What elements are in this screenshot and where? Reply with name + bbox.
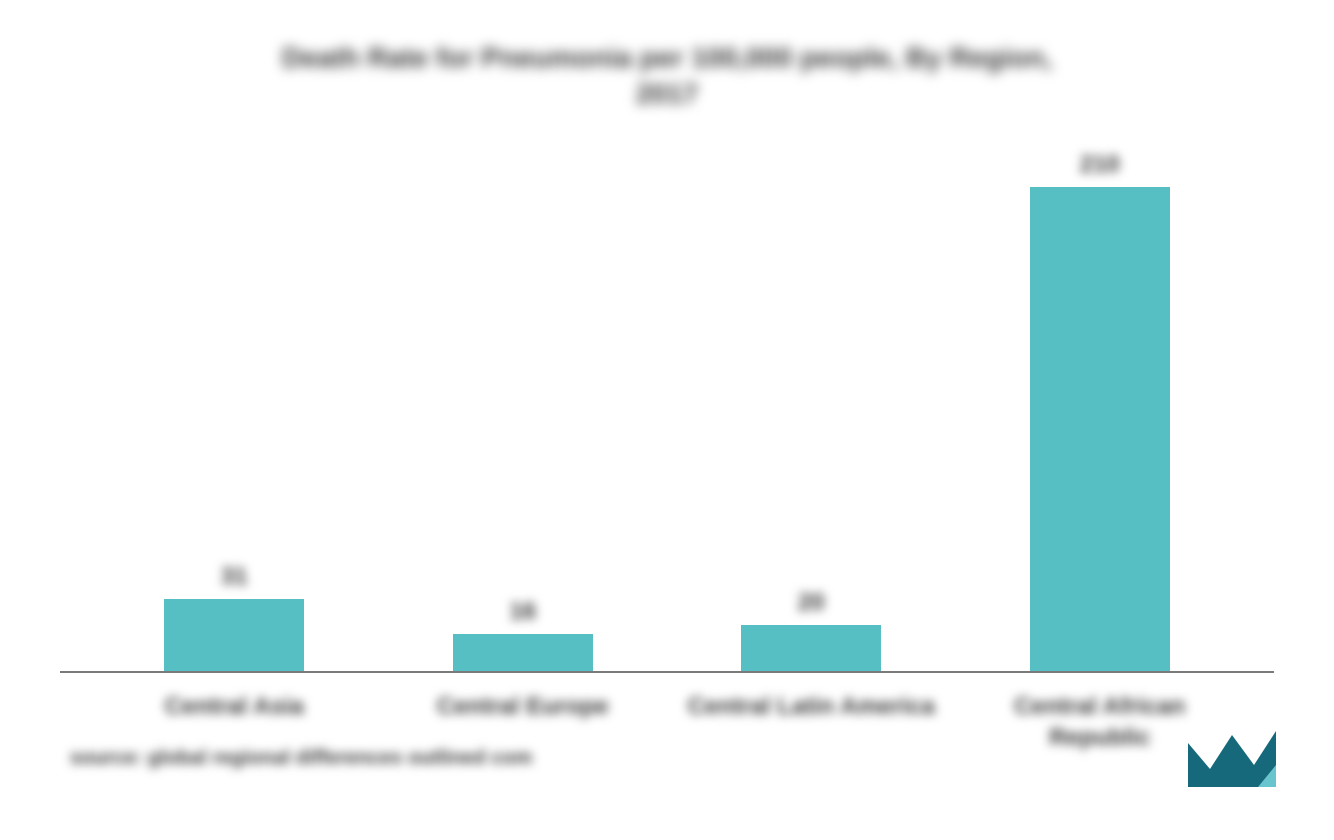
x-axis-label: Central Asia (90, 691, 379, 753)
x-axis-label: Central Latin America (667, 691, 956, 753)
brand-logo (1184, 725, 1279, 795)
bar-value-label: 20 (798, 589, 825, 617)
bar-rect (453, 634, 593, 671)
chart-container: Death Rate for Pneumonia per 100,000 peo… (0, 0, 1334, 840)
bar-slot: 20 (667, 143, 956, 671)
bar-value-label: 210 (1080, 151, 1120, 179)
bar-slot: 210 (956, 143, 1245, 671)
bar-value-label: 16 (509, 598, 536, 626)
bar-value-label: 31 (221, 563, 248, 591)
x-labels-row: Central AsiaCentral EuropeCentral Latin … (60, 673, 1274, 753)
bar-rect (1030, 187, 1170, 671)
bar-slot: 31 (90, 143, 379, 671)
bar-rect (741, 625, 881, 671)
bars-row: 31 16 20 210 (60, 143, 1274, 671)
x-axis-label: Central Europe (379, 691, 668, 753)
source-text: source: global regional differences outl… (70, 747, 532, 770)
chart-title: Death Rate for Pneumonia per 100,000 peo… (257, 40, 1077, 113)
bar-rect (164, 599, 304, 670)
plot-area: 31 16 20 210 (60, 143, 1274, 673)
bar-slot: 16 (379, 143, 668, 671)
